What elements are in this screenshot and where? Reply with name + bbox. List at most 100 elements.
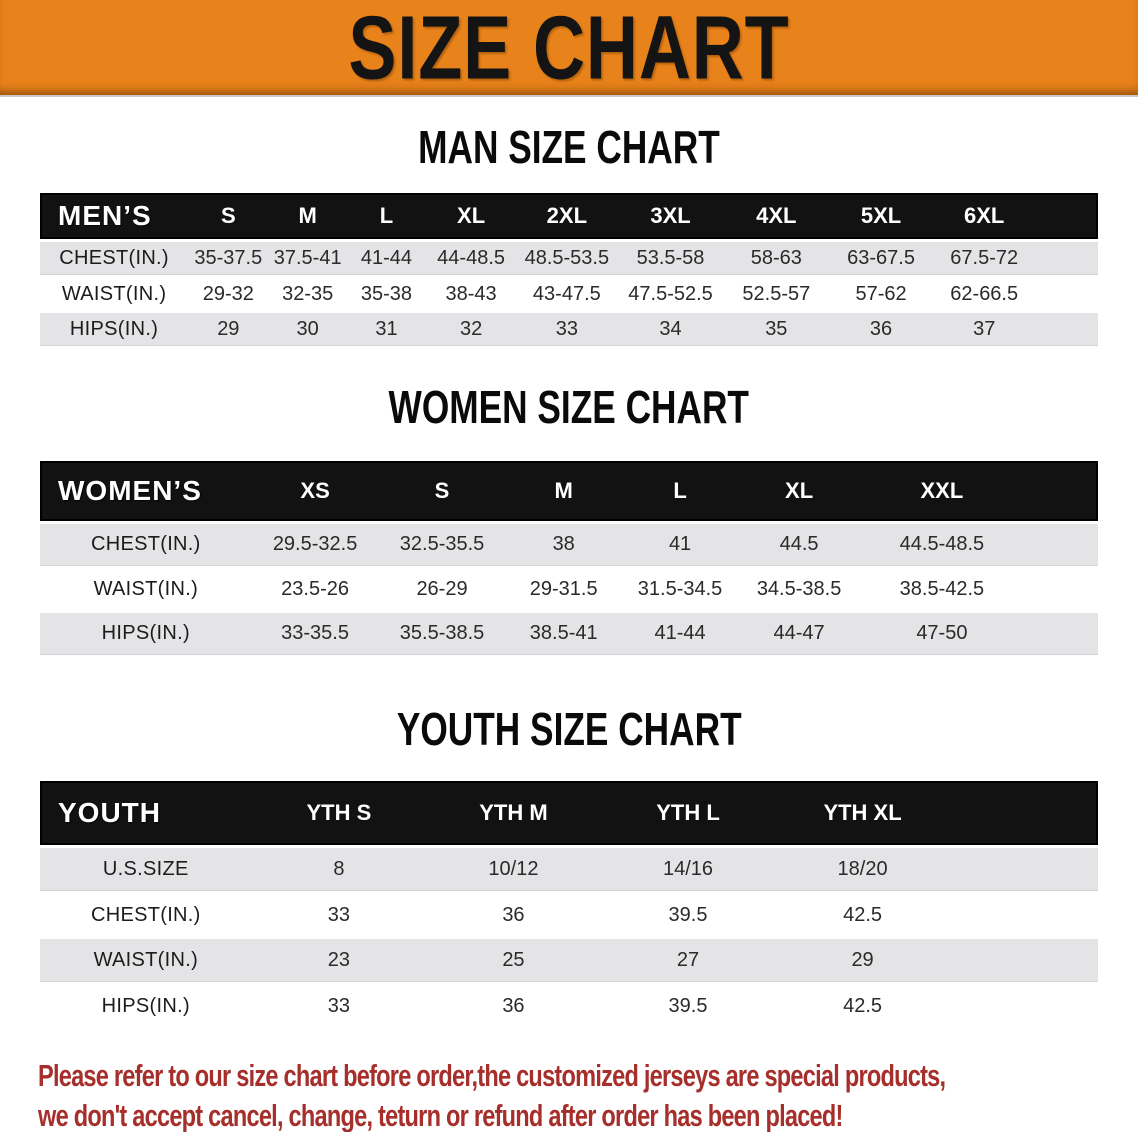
youth-size-column-header: YTH L: [600, 781, 776, 845]
men-measurement-row: HIPS(IN.) 29 30 31 32 33 34 35 36 37: [40, 313, 1098, 346]
youth-header-filler: [949, 781, 1098, 845]
women-size-value-cell: 38.5-41: [505, 613, 622, 655]
men-size-value-cell: 34: [617, 313, 724, 346]
youth-size-value-cell: 39.5: [600, 985, 776, 1027]
men-size-value-cell: 53.5-58: [617, 242, 724, 275]
disclaimer-line-1: Please refer to our size chart before or…: [38, 1058, 946, 1093]
youth-row-label: HIPS(IN.): [40, 985, 252, 1027]
men-table-header-row: MEN’S S M L XL 2XL 3XL 4XL 5XL 6XL: [40, 193, 1098, 239]
women-measurement-row: HIPS(IN.) 33-35.5 35.5-38.5 38.5-41 41-44 44-…: [40, 613, 1098, 655]
women-size-value-cell: 41-44: [621, 613, 739, 655]
youth-size-value-cell: 29: [775, 939, 950, 982]
youth-row-filler: [949, 894, 1098, 936]
men-size-value-cell: 47.5-52.5: [617, 278, 724, 310]
women-size-section: WOMEN SIZE CHART WOMEN’S XS S M L XL XXL CHEST(…: [0, 382, 1138, 658]
youth-row-filler: [949, 848, 1098, 891]
youth-measurement-row: WAIST(IN.) 23 25 27 29: [40, 939, 1098, 982]
men-size-value-cell: 32-35: [268, 278, 347, 310]
men-size-table: MEN’S S M L XL 2XL 3XL 4XL 5XL 6XL CHEST(IN.) 35-37…: [40, 190, 1098, 349]
youth-section-heading: YOUTH SIZE CHART: [396, 704, 742, 756]
women-size-value-cell: 32.5-35.5: [378, 524, 506, 566]
men-size-value-cell: 29-32: [188, 278, 269, 310]
women-size-value-cell: 47-50: [859, 613, 1024, 655]
women-header-filler: [1023, 461, 1098, 521]
women-size-value-cell: 44.5: [738, 524, 860, 566]
men-size-value-cell: 31: [346, 313, 427, 346]
women-size-value-cell: 44.5-48.5: [859, 524, 1024, 566]
men-size-value-cell: 58-63: [723, 242, 830, 275]
men-row-label: WAIST(IN.): [40, 278, 189, 310]
disclaimer-line-2: we don't accept cancel, change, teturn o…: [38, 1098, 843, 1132]
men-row-label: HIPS(IN.): [40, 313, 189, 346]
men-size-value-cell: 63-67.5: [829, 242, 933, 275]
youth-size-value-cell: 23: [251, 939, 427, 982]
women-size-value-cell: 29-31.5: [505, 569, 622, 610]
youth-measurement-row: HIPS(IN.) 33 36 39.5 42.5: [40, 985, 1098, 1027]
men-row-filler: [1035, 313, 1098, 346]
men-size-value-cell: 35-38: [346, 278, 427, 310]
men-size-value-cell: 33: [516, 313, 618, 346]
men-row-label: CHEST(IN.): [40, 242, 189, 275]
women-size-value-cell: 33-35.5: [251, 613, 379, 655]
youth-row-label: U.S.SIZE: [40, 848, 252, 891]
women-size-column-header: XXL: [859, 461, 1024, 521]
women-size-value-cell: 44-47: [738, 613, 860, 655]
women-row-label: HIPS(IN.): [40, 613, 252, 655]
banner-title: SIZE CHART: [348, 0, 790, 98]
women-size-value-cell: 26-29: [378, 569, 506, 610]
men-size-value-cell: 57-62: [829, 278, 933, 310]
men-size-value-cell: 67.5-72: [932, 242, 1036, 275]
men-size-column-header: M: [268, 193, 347, 239]
women-size-value-cell: 38.5-42.5: [859, 569, 1024, 610]
youth-size-value-cell: 27: [600, 939, 776, 982]
youth-row-label: CHEST(IN.): [40, 894, 252, 936]
men-size-column-header: 5XL: [829, 193, 933, 239]
women-table-header-row: WOMEN’S XS S M L XL XXL: [40, 461, 1098, 521]
youth-row-label: WAIST(IN.): [40, 939, 252, 982]
youth-size-value-cell: 18/20: [775, 848, 950, 891]
men-row-filler: [1035, 278, 1098, 310]
youth-size-section: YOUTH SIZE CHART YOUTH YTH S YTH M YTH L YTH…: [0, 704, 1138, 1030]
youth-size-value-cell: 14/16: [600, 848, 776, 891]
women-size-value-cell: 38: [505, 524, 622, 566]
women-size-value-cell: 35.5-38.5: [378, 613, 506, 655]
men-size-value-cell: 37: [932, 313, 1036, 346]
youth-row-filler: [949, 985, 1098, 1027]
women-table-label: WOMEN’S: [40, 461, 252, 521]
women-size-value-cell: 41: [621, 524, 739, 566]
men-row-filler: [1035, 242, 1098, 275]
youth-row-filler: [949, 939, 1098, 982]
youth-size-value-cell: 42.5: [775, 985, 950, 1027]
youth-size-column-header: YTH XL: [775, 781, 950, 845]
women-measurement-row: CHEST(IN.) 29.5-32.5 32.5-35.5 38 41 44.5 44.5…: [40, 524, 1098, 566]
youth-table-label: YOUTH: [40, 781, 252, 845]
women-size-value-cell: 31.5-34.5: [621, 569, 739, 610]
women-size-column-header: XS: [251, 461, 379, 521]
women-size-column-header: S: [378, 461, 506, 521]
disclaimer-text: Please refer to our size chart before or…: [38, 1056, 1138, 1132]
men-header-filler: [1035, 193, 1098, 239]
youth-size-value-cell: 36: [426, 894, 601, 936]
women-size-column-header: L: [621, 461, 739, 521]
men-size-column-header: 4XL: [723, 193, 830, 239]
women-measurement-row: WAIST(IN.) 23.5-26 26-29 29-31.5 31.5-34.5 34…: [40, 569, 1098, 610]
size-chart-banner: SIZE CHART: [0, 0, 1138, 97]
men-section-heading: MAN SIZE CHART: [418, 122, 720, 174]
men-size-value-cell: 29: [188, 313, 269, 346]
men-size-value-cell: 43-47.5: [516, 278, 618, 310]
women-row-filler: [1023, 524, 1098, 566]
youth-size-value-cell: 10/12: [426, 848, 601, 891]
women-row-label: CHEST(IN.): [40, 524, 252, 566]
youth-size-value-cell: 33: [251, 894, 427, 936]
youth-size-value-cell: 8: [251, 848, 427, 891]
men-size-section: MAN SIZE CHART MEN’S S M L XL 2XL 3XL 4XL 5XL 6XL…: [0, 122, 1138, 349]
men-size-value-cell: 30: [268, 313, 347, 346]
men-size-column-header: L: [346, 193, 427, 239]
women-size-value-cell: 23.5-26: [251, 569, 379, 610]
youth-table-header-row: YOUTH YTH S YTH M YTH L YTH XL: [40, 781, 1098, 845]
men-size-column-header: 6XL: [932, 193, 1036, 239]
women-size-value-cell: 34.5-38.5: [738, 569, 860, 610]
men-size-column-header: XL: [426, 193, 517, 239]
men-size-value-cell: 35: [723, 313, 830, 346]
men-size-value-cell: 52.5-57: [723, 278, 830, 310]
